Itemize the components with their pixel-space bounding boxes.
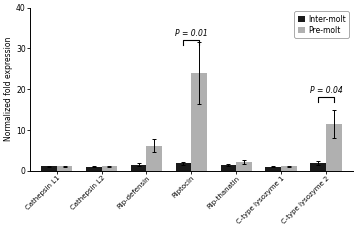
- Bar: [326, 124, 342, 171]
- Bar: [236, 162, 252, 171]
- Legend: Inter-molt, Pre-molt: Inter-molt, Pre-molt: [295, 11, 349, 38]
- Bar: [265, 167, 281, 171]
- Bar: [221, 165, 236, 171]
- Bar: [176, 164, 191, 171]
- Bar: [86, 167, 102, 171]
- Bar: [146, 145, 162, 171]
- Text: P = 0.04: P = 0.04: [310, 86, 342, 95]
- Text: P = 0.01: P = 0.01: [175, 29, 208, 38]
- Bar: [281, 166, 297, 171]
- Bar: [102, 166, 117, 171]
- Bar: [57, 166, 72, 171]
- Bar: [41, 166, 57, 171]
- Bar: [131, 165, 146, 171]
- Y-axis label: Normalized fold expression: Normalized fold expression: [4, 37, 13, 142]
- Bar: [191, 73, 207, 171]
- Bar: [310, 163, 326, 171]
